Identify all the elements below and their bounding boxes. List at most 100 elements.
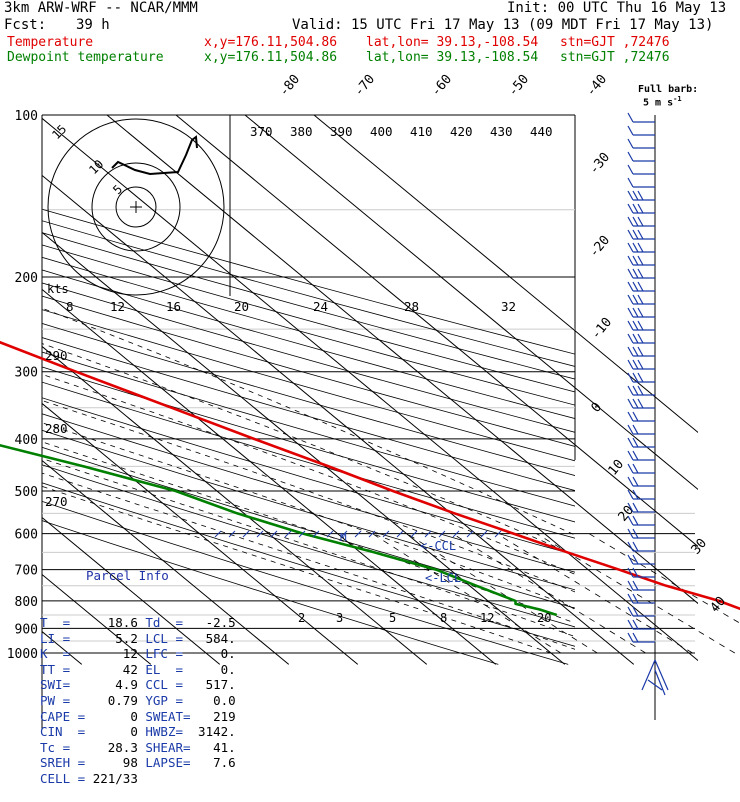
forecast-hour: 39 h xyxy=(76,17,110,33)
isotherm-line xyxy=(244,115,698,491)
parcel-key: HWBZ= xyxy=(137,724,191,740)
wind-barb xyxy=(627,359,655,370)
dry-adiabat-line xyxy=(42,413,575,573)
dry-adiabat-line xyxy=(42,256,575,406)
wind-barb-flag xyxy=(632,502,639,513)
wind-barb xyxy=(627,606,655,617)
wind-barb-flag xyxy=(627,359,634,370)
parcel-key: CELL = xyxy=(40,770,93,786)
isotherm-label: -40 xyxy=(584,72,611,100)
isotherm-label: -70 xyxy=(352,72,379,100)
dry-adiabat-line xyxy=(42,269,575,419)
wind-barb-flag xyxy=(632,346,639,357)
mixing-ratio-label: 20 xyxy=(537,611,551,625)
parcel-value: 221/33 xyxy=(92,770,138,786)
dry-adiabat-line xyxy=(42,295,575,447)
wind-barb-flag xyxy=(637,320,644,331)
wind-barb-flag xyxy=(632,424,639,435)
dry-adiabat-line xyxy=(42,500,569,665)
wind-barb-flag xyxy=(627,125,634,136)
init-time: Init: 00 UTC Thu 16 May 13 xyxy=(507,0,727,16)
moist-adiabat-line xyxy=(42,373,575,575)
isotherm-label: -60 xyxy=(429,72,456,100)
parcel-value: 0.79 xyxy=(92,692,138,708)
wind-barb xyxy=(627,268,655,279)
wind-barb-flag xyxy=(627,541,634,552)
mixing-ratio-label: 3 xyxy=(336,611,343,625)
wind-barb xyxy=(627,411,655,422)
wind-barb xyxy=(627,541,655,552)
wind-barb xyxy=(627,424,655,435)
wind-barb-flag xyxy=(627,450,634,461)
parcel-value: 0.0 xyxy=(190,692,236,708)
mixing-ratio-line xyxy=(496,533,693,654)
parcel-value: -2.5 xyxy=(190,614,236,630)
wind-barb-flag xyxy=(627,489,634,500)
isotherm-label: -50 xyxy=(506,72,533,100)
wind-barb-flag xyxy=(637,294,644,305)
parcel-value: 584. xyxy=(190,630,236,646)
parcel-path-tick xyxy=(466,530,474,538)
temperature-profile xyxy=(0,340,740,611)
pressure-tick-label: 900 xyxy=(15,622,38,637)
parcel-path-tick xyxy=(214,530,222,538)
wind-barb-flag xyxy=(632,437,639,448)
pressure-tick-label: 600 xyxy=(15,528,38,543)
wind-barb-flag xyxy=(632,242,639,253)
wind-barb-flag xyxy=(632,229,639,240)
parcel-info-row: PW = 0.79 YGP = 0.0 xyxy=(40,693,240,709)
dry-adiabat-line xyxy=(42,322,575,476)
mixing-ratio-line xyxy=(536,533,736,654)
parcel-key: SWI= xyxy=(40,677,93,693)
wind-barb-flag xyxy=(632,359,639,370)
pressure-tick-label: 800 xyxy=(15,595,38,610)
parcel-path-tick xyxy=(396,530,404,538)
wind-barb-flag xyxy=(627,463,634,474)
mixing-ratio-line xyxy=(372,533,562,654)
parcel-path-tick xyxy=(340,530,348,538)
dry-adiabat-line xyxy=(42,282,575,433)
parcel-path-tick xyxy=(368,530,376,538)
moist-adiabat-group xyxy=(42,307,575,654)
parcel-info-row: TT = 42 EL = 0. xyxy=(40,662,240,678)
moist-adiabat-line xyxy=(42,472,575,650)
mixing-ratio-label: 2 xyxy=(298,611,305,625)
wind-barb xyxy=(627,242,655,253)
wind-barb xyxy=(627,190,655,201)
wind-barb-flag xyxy=(627,515,634,526)
low-level-barbs xyxy=(641,659,669,696)
parcel-value: 7.6 xyxy=(190,755,236,771)
parcel-info-row: T = 18.6 Td = -2.5 xyxy=(40,615,240,631)
parcel-info-row: SREH = 98 LAPSE= 7.6 xyxy=(40,755,240,771)
parcel-key: CAPE = xyxy=(40,708,93,724)
wind-barb-flag xyxy=(627,190,634,201)
wind-barb xyxy=(627,489,655,500)
parcel-key: LI = xyxy=(40,630,93,646)
theta-side-label: 280 xyxy=(45,421,68,436)
wind-barb-flag xyxy=(632,580,639,591)
forecast-label: Fcst: xyxy=(4,17,47,33)
wind-barb-flag xyxy=(627,281,634,292)
isotherm-line xyxy=(42,231,566,665)
wind-barb-flag xyxy=(627,255,634,266)
legend-temperature: Temperature xyxy=(7,35,94,50)
dry-adiabat-line xyxy=(42,244,575,393)
pressure-tick-label: 100 xyxy=(15,109,38,124)
moist-adiabat-line xyxy=(42,441,575,624)
wind-barb-flag xyxy=(632,268,639,279)
wind-barb xyxy=(627,255,655,266)
dry-adiabat-line xyxy=(42,482,575,647)
parcel-path-tick xyxy=(270,530,278,538)
speed-tick-label: 8 xyxy=(66,299,74,314)
temp-xy: x,y=176.11,504.86 xyxy=(204,35,338,50)
wind-barb-flag xyxy=(627,216,634,227)
wind-barb xyxy=(627,203,655,214)
theta-label: 430 xyxy=(490,124,513,139)
wind-barb-flag xyxy=(632,203,639,214)
wind-barb xyxy=(627,619,655,630)
isotherm-line xyxy=(42,516,221,665)
wind-barb xyxy=(627,177,655,188)
wind-barb-flag xyxy=(627,229,634,240)
wind-barb xyxy=(627,164,655,175)
wind-barb-flag xyxy=(627,138,634,149)
